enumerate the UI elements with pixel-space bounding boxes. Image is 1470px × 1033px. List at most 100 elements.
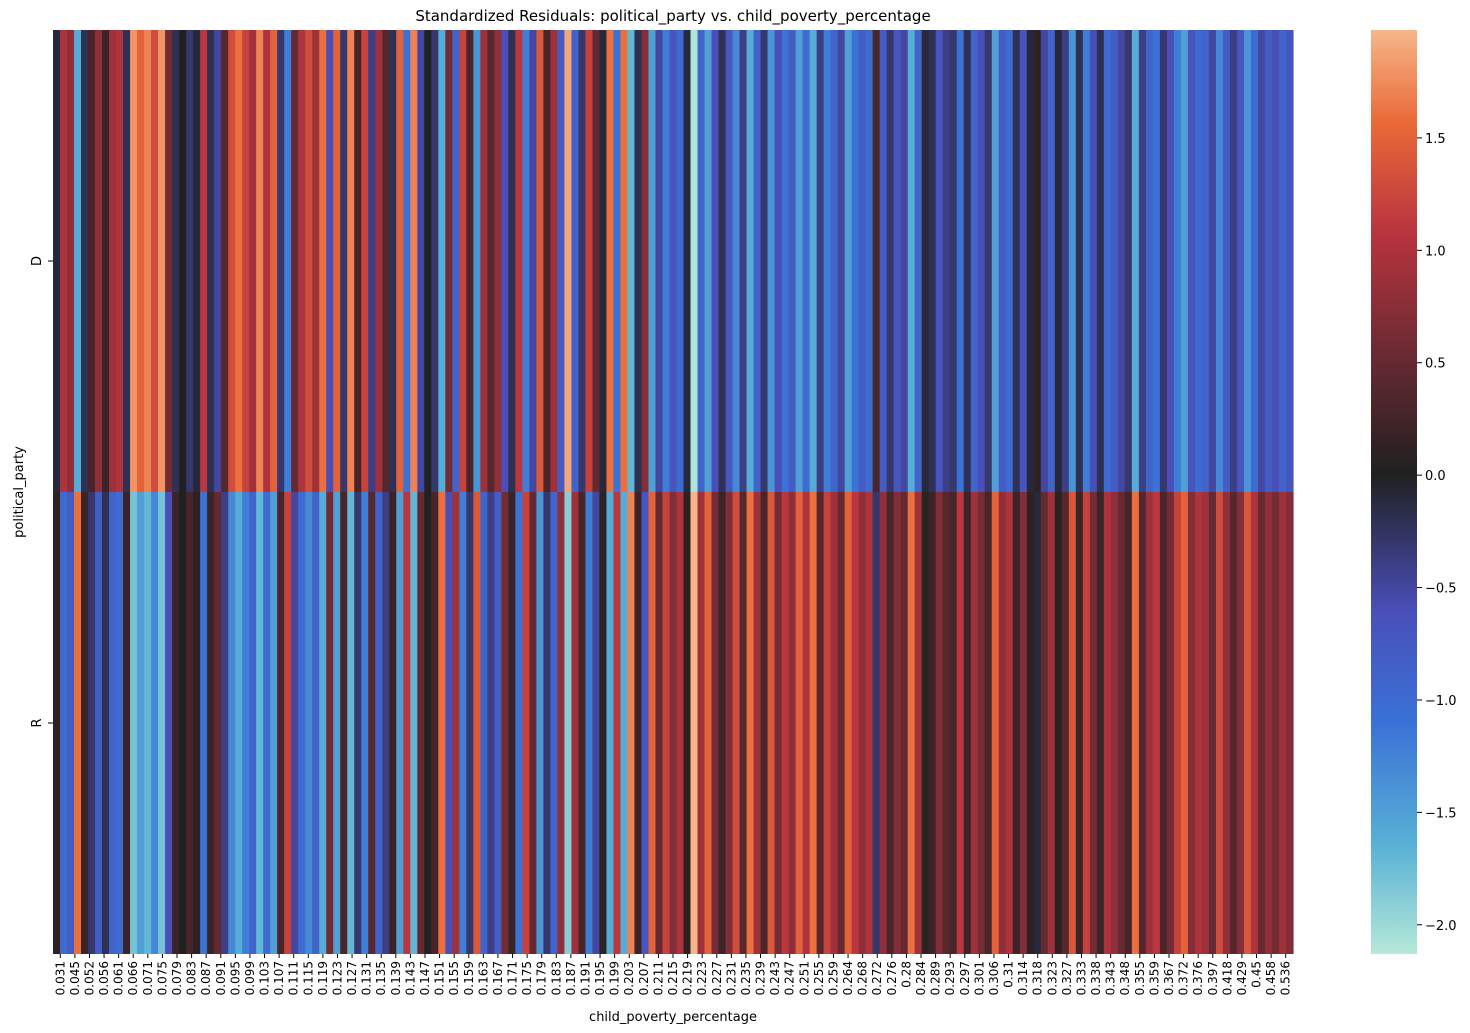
- heatmap-cell: [487, 30, 495, 492]
- x-tick-label: 0.131: [360, 961, 374, 995]
- heatmap-cell: [543, 492, 552, 954]
- x-tick-label: 0.091: [214, 961, 228, 995]
- heatmap-cell: [417, 492, 425, 954]
- heatmap-cell: [242, 30, 250, 492]
- heatmap-cell: [669, 492, 678, 954]
- heatmap-cell: [1124, 492, 1133, 954]
- heatmap-cell: [1243, 492, 1252, 954]
- heatmap-cell: [67, 492, 75, 954]
- heatmap-cell: [1075, 30, 1084, 492]
- x-tick-label: 0.536: [1279, 961, 1293, 995]
- heatmap-cell: [165, 30, 173, 492]
- y-axis-label: political_party: [12, 446, 27, 538]
- heatmap-cell: [81, 30, 89, 492]
- heatmap-cell: [767, 492, 776, 954]
- heatmap-cell: [1285, 492, 1294, 954]
- heatmap-cell: [1208, 492, 1217, 954]
- heatmap-cell: [347, 30, 355, 492]
- heatmap-cell: [1012, 492, 1021, 954]
- heatmap-cell: [662, 30, 671, 492]
- heatmap-cell: [1194, 30, 1203, 492]
- heatmap-cell: [620, 30, 629, 492]
- heatmap-cell: [221, 492, 229, 954]
- heatmap-cell: [1166, 492, 1175, 954]
- heatmap-cell: [1033, 492, 1042, 954]
- heatmap-cell: [578, 492, 587, 954]
- heatmap-cell: [641, 492, 650, 954]
- heatmap-cell: [165, 492, 173, 954]
- heatmap-cell: [1061, 492, 1070, 954]
- heatmap-cell: [522, 30, 530, 492]
- heatmap-cell: [249, 30, 257, 492]
- heatmap-cell: [1124, 30, 1133, 492]
- heatmap-cell: [557, 30, 566, 492]
- heatmap-cell: [88, 492, 96, 954]
- heatmap-cell: [1236, 492, 1245, 954]
- heatmap-cell: [725, 492, 734, 954]
- heatmap-cell: [641, 30, 650, 492]
- x-tick-label: 0.227: [710, 961, 724, 995]
- heatmap-cell: [536, 492, 544, 954]
- heatmap-cell: [172, 30, 180, 492]
- heatmap-cell: [74, 492, 82, 954]
- x-tick-label: 0.333: [1074, 961, 1088, 995]
- heatmap-cell: [879, 30, 888, 492]
- x-tick-label: 0.458: [1264, 961, 1278, 995]
- x-tick-label: 0.115: [301, 961, 315, 995]
- heatmap-cell: [53, 30, 61, 492]
- heatmap-cell: [1159, 492, 1168, 954]
- heatmap-cell: [263, 492, 271, 954]
- heatmap-cell: [186, 30, 194, 492]
- heatmap-cell: [1173, 30, 1182, 492]
- heatmap-cell: [529, 492, 537, 954]
- x-tick-label: 0.327: [1060, 961, 1074, 995]
- colorbar-tick-label: −1.0: [1425, 694, 1457, 709]
- heatmap-cell: [620, 492, 629, 954]
- heatmap-cell: [1082, 492, 1091, 954]
- heatmap-cell: [193, 30, 201, 492]
- x-tick-label: 0.268: [856, 961, 870, 995]
- x-tick-label: 0.293: [943, 961, 957, 995]
- heatmap-cell: [816, 492, 825, 954]
- heatmap-cell: [109, 492, 117, 954]
- heatmap-cell: [389, 492, 397, 954]
- heatmap-cell: [592, 30, 601, 492]
- heatmap-cell: [704, 30, 713, 492]
- heatmap-cell: [389, 30, 397, 492]
- heatmap-cell: [690, 30, 699, 492]
- heatmap-cell: [907, 492, 916, 954]
- heatmap-cell: [1026, 492, 1035, 954]
- y-axis: DR: [30, 256, 53, 728]
- heatmap-cell: [725, 30, 734, 492]
- colorbar-tick-label: 0.0: [1425, 469, 1446, 484]
- heatmap-cell: [865, 30, 874, 492]
- heatmap-cell: [921, 30, 930, 492]
- heatmap-cell: [1068, 30, 1077, 492]
- heatmap-cell: [291, 30, 299, 492]
- heatmap-cell: [445, 492, 453, 954]
- heatmap-cell: [585, 492, 594, 954]
- heatmap-cell: [424, 492, 432, 954]
- heatmap-cell: [928, 30, 937, 492]
- heatmap-cell: [1096, 30, 1105, 492]
- heatmap-cell: [648, 30, 657, 492]
- heatmap-cell: [403, 30, 411, 492]
- heatmap-cell: [844, 30, 853, 492]
- heatmap-cell: [438, 30, 446, 492]
- heatmap-cell: [942, 30, 951, 492]
- heatmap-cell: [60, 30, 68, 492]
- colorbar-tick-label: 1.0: [1425, 244, 1446, 259]
- heatmap-cell: [1054, 492, 1063, 954]
- colorbar: [1371, 30, 1417, 954]
- x-tick-label: 0.147: [418, 961, 432, 995]
- x-tick-label: 0.052: [82, 961, 96, 995]
- heatmap-cell: [284, 492, 292, 954]
- heatmap-cell: [1103, 30, 1112, 492]
- heatmap-cell: [480, 30, 488, 492]
- heatmap-cell: [312, 492, 320, 954]
- heatmap-cell: [221, 30, 229, 492]
- heatmap-cell: [1005, 30, 1014, 492]
- x-tick-label: 0.179: [535, 961, 549, 995]
- heatmap-cell: [487, 492, 495, 954]
- heatmap-cell: [767, 30, 776, 492]
